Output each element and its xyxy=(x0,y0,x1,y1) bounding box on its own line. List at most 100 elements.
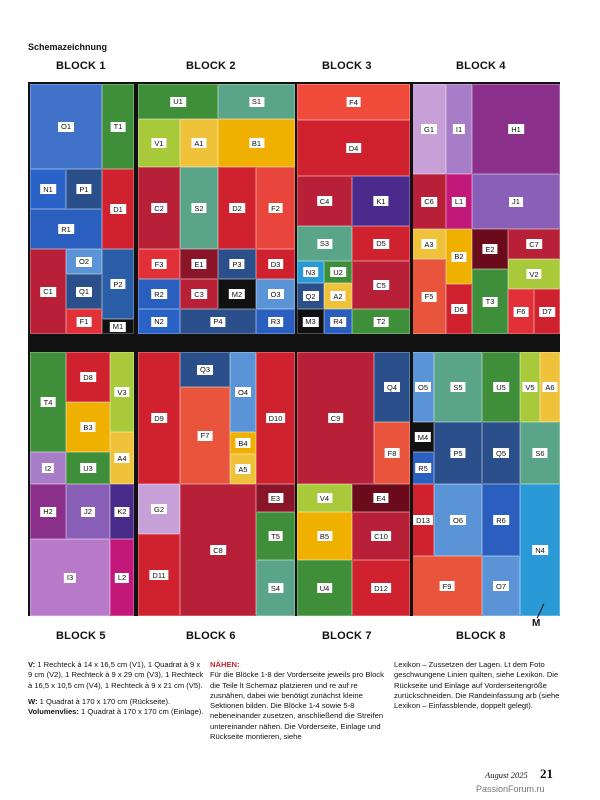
patch-label: C9 xyxy=(327,413,344,423)
block-label-6: BLOCK 6 xyxy=(186,630,236,642)
patch-label: O4 xyxy=(234,387,252,397)
patch-c10: C10 xyxy=(352,512,410,560)
patch-a3: A3 xyxy=(412,229,446,259)
patch-a4: A4 xyxy=(110,432,134,484)
patch-m3: M3 xyxy=(297,309,324,334)
patch-a2: A2 xyxy=(324,283,352,309)
patch-d12: D12 xyxy=(352,560,410,616)
patch-label: Q4 xyxy=(383,382,401,392)
patch-label: M1 xyxy=(109,321,127,332)
patch-label: V1 xyxy=(151,138,167,148)
patch-label: V5 xyxy=(522,382,538,392)
patch-label: R2 xyxy=(151,289,167,299)
patch-o7: O7 xyxy=(482,556,520,616)
patch-b5: B5 xyxy=(297,512,352,560)
patch-label: F3 xyxy=(151,259,167,269)
patch-c7: C7 xyxy=(508,229,560,259)
patch-c5: C5 xyxy=(352,261,410,309)
patch-label: V4 xyxy=(316,493,333,503)
patch-v4: V4 xyxy=(297,484,352,512)
patch-k1: K1 xyxy=(352,176,410,226)
patch-r2: R2 xyxy=(138,279,180,309)
patch-label: C10 xyxy=(371,531,391,541)
patch-label: O3 xyxy=(267,289,284,299)
patch-label: D11 xyxy=(149,570,169,580)
patch-label: L1 xyxy=(451,196,467,207)
block-label-8: BLOCK 8 xyxy=(456,630,506,642)
page-number: 21 xyxy=(540,766,553,781)
patch-m4: M4 xyxy=(412,422,434,452)
patch-label: H2 xyxy=(40,506,56,517)
patch-label: P1 xyxy=(76,184,92,194)
patch-label: D6 xyxy=(451,304,467,314)
patch-f8: F8 xyxy=(374,422,410,484)
patch-h1: H1 xyxy=(472,84,560,174)
patch-e1: E1 xyxy=(180,249,218,279)
patch-label: A1 xyxy=(191,138,207,148)
patch-t3: T3 xyxy=(472,269,508,334)
patch-label: U2 xyxy=(330,267,346,277)
patch-label: F1 xyxy=(76,316,92,327)
patch-e3: E3 xyxy=(256,484,295,512)
sewing-text: Für die Blöcke 1-8 der Vorderseite jewei… xyxy=(210,670,384,742)
patch-label: D7 xyxy=(539,306,555,317)
patch-p1: P1 xyxy=(66,169,102,209)
patch-u1: U1 xyxy=(138,84,218,119)
patch-label: E3 xyxy=(267,493,284,503)
patch-d1: D1 xyxy=(102,169,134,249)
patch-d13: D13 xyxy=(412,484,434,556)
patch-l2: L2 xyxy=(110,539,134,616)
patch-label: R1 xyxy=(58,224,74,234)
patch-label: F2 xyxy=(268,203,283,213)
patch-label: B2 xyxy=(451,251,467,262)
patch-f2: F2 xyxy=(256,167,295,249)
patch-d10: D10 xyxy=(256,352,295,484)
patch-b1: B1 xyxy=(218,119,295,167)
patch-o2: O2 xyxy=(66,249,102,274)
patch-label: F8 xyxy=(384,448,400,458)
sewing-column: NÄHEN: Für die Blöcke 1-8 der Vorderseit… xyxy=(210,660,388,742)
patch-b4: B4 xyxy=(230,432,256,454)
patch-label: C8 xyxy=(210,545,226,555)
patch-label: B1 xyxy=(248,138,265,148)
patch-t2: T2 xyxy=(352,309,410,334)
patch-label: C4 xyxy=(316,196,333,206)
patch-label: A5 xyxy=(235,464,251,474)
patch-label: Q3 xyxy=(196,364,214,375)
patch-o5: O5 xyxy=(412,352,434,422)
patch-u2: U2 xyxy=(324,261,352,283)
patch-label: D5 xyxy=(373,238,389,249)
patch-label: F4 xyxy=(346,97,361,107)
patch-label: S1 xyxy=(248,96,265,107)
patch-label: D9 xyxy=(151,413,167,423)
patch-r1: R1 xyxy=(30,209,102,249)
patch-label: V3 xyxy=(114,387,130,397)
patch-label: T1 xyxy=(110,121,126,132)
patch-f9: F9 xyxy=(412,556,482,616)
patch-label: V2 xyxy=(526,269,542,279)
patch-label: H1 xyxy=(508,124,524,134)
patch-b3: B3 xyxy=(66,402,110,452)
patch-o4: O4 xyxy=(230,352,256,432)
patch-p5: P5 xyxy=(434,422,482,484)
patch-label: S4 xyxy=(267,583,284,593)
patch-i2: I2 xyxy=(30,452,66,484)
block-label-5: BLOCK 5 xyxy=(56,630,106,642)
patch-s6: S6 xyxy=(520,422,560,484)
patch-label: A6 xyxy=(542,382,558,392)
patch-c9: C9 xyxy=(297,352,374,484)
patch-s3: S3 xyxy=(297,226,352,261)
patch-label: R5 xyxy=(415,463,431,473)
patch-label: S2 xyxy=(191,203,207,213)
patch-label: G2 xyxy=(150,504,168,514)
patch-label: C5 xyxy=(373,280,389,290)
patch-label: N3 xyxy=(302,267,319,277)
patch-h2: H2 xyxy=(30,484,66,539)
patch-label: D8 xyxy=(80,372,96,382)
patch-p2: P2 xyxy=(102,249,134,319)
patch-j1: J1 xyxy=(472,174,560,229)
patch-b2: B2 xyxy=(446,229,472,284)
patch-label: D12 xyxy=(371,583,391,593)
patch-c2: C2 xyxy=(138,167,180,249)
patch-label: E4 xyxy=(373,493,389,503)
